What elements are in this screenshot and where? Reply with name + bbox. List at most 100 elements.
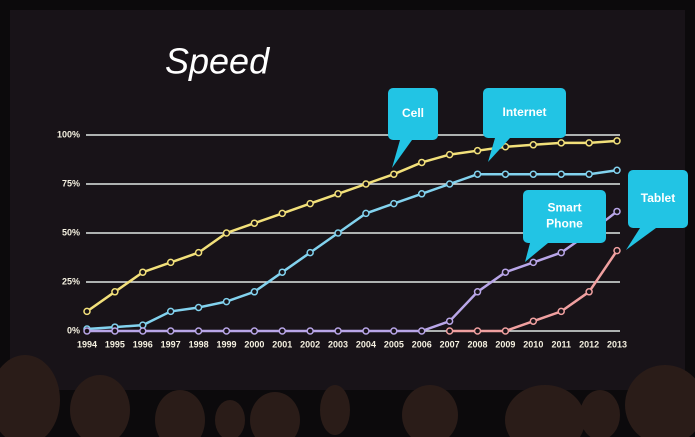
series-line bbox=[86, 139, 618, 313]
data-point bbox=[306, 327, 314, 335]
data-point bbox=[417, 190, 426, 198]
callout-box bbox=[388, 88, 438, 140]
data-point bbox=[111, 288, 119, 296]
data-point bbox=[529, 141, 538, 149]
x-tick-label: 1999 bbox=[216, 339, 236, 349]
data-point bbox=[557, 307, 565, 316]
data-point bbox=[222, 327, 231, 335]
series-line bbox=[87, 210, 618, 333]
data-point bbox=[362, 180, 370, 188]
x-tick-label: 1995 bbox=[105, 339, 125, 349]
data-point bbox=[306, 248, 314, 257]
data-point bbox=[529, 317, 538, 325]
series-line bbox=[86, 169, 618, 331]
data-point bbox=[445, 150, 454, 159]
data-point bbox=[250, 288, 259, 296]
data-point bbox=[445, 317, 454, 325]
data-point bbox=[613, 207, 621, 216]
chart-title: Speed bbox=[165, 41, 270, 82]
data-point bbox=[362, 327, 370, 335]
data-point bbox=[445, 180, 454, 188]
x-tick-label: 2002 bbox=[300, 339, 320, 349]
x-tick-label: 2012 bbox=[579, 339, 599, 349]
data-point bbox=[585, 170, 593, 178]
data-point bbox=[529, 258, 538, 267]
data-point bbox=[473, 146, 482, 155]
data-point bbox=[222, 297, 231, 306]
y-tick-label: 50% bbox=[62, 227, 80, 237]
data-point bbox=[585, 139, 593, 147]
x-tick-label: 2013 bbox=[607, 339, 627, 349]
data-point bbox=[501, 170, 510, 178]
data-point bbox=[83, 307, 91, 316]
callout-tip bbox=[392, 140, 412, 168]
data-point bbox=[222, 229, 231, 237]
data-point bbox=[139, 321, 147, 329]
data-point bbox=[445, 327, 454, 335]
legend-label: Cell bbox=[402, 106, 424, 120]
data-point bbox=[529, 170, 538, 178]
data-point bbox=[501, 327, 510, 335]
legend-label: Internet bbox=[502, 105, 546, 119]
data-point bbox=[139, 327, 147, 335]
legend-callout: Tablet bbox=[626, 170, 688, 250]
data-point bbox=[334, 229, 342, 237]
callout-box bbox=[628, 170, 688, 228]
data-point bbox=[417, 327, 426, 335]
data-point bbox=[83, 327, 91, 335]
data-point bbox=[557, 139, 565, 147]
callout-box bbox=[483, 88, 566, 138]
data-point bbox=[250, 327, 259, 335]
data-point bbox=[585, 288, 593, 296]
x-tick-label: 2004 bbox=[356, 339, 376, 349]
data-point bbox=[194, 303, 203, 312]
x-tick-label: 2007 bbox=[440, 339, 460, 349]
data-point bbox=[473, 327, 482, 335]
legend-callout: Internet bbox=[483, 88, 566, 162]
data-point bbox=[557, 170, 565, 178]
y-tick-label: 0% bbox=[67, 325, 80, 335]
y-tick-label: 100% bbox=[57, 129, 80, 139]
callout-tip bbox=[626, 228, 656, 250]
x-tick-label: 2010 bbox=[523, 339, 543, 349]
data-point bbox=[306, 199, 314, 208]
y-tick-label: 75% bbox=[62, 178, 80, 188]
data-point bbox=[278, 327, 287, 335]
data-point bbox=[501, 143, 510, 151]
data-point bbox=[557, 248, 565, 257]
legend-callout: Cell bbox=[388, 88, 438, 168]
data-point bbox=[613, 246, 621, 255]
legend-label: Smart Phone bbox=[546, 201, 583, 231]
callout-tip bbox=[488, 138, 510, 162]
x-tick-label: 1994 bbox=[77, 339, 97, 349]
data-point bbox=[250, 219, 259, 227]
x-tick-label: 2001 bbox=[272, 339, 292, 349]
data-point bbox=[613, 137, 621, 145]
x-tick-label: 1996 bbox=[133, 339, 153, 349]
data-point bbox=[417, 158, 426, 167]
data-point bbox=[278, 209, 287, 218]
legend-callout: Smart Phone bbox=[523, 190, 606, 262]
data-point bbox=[334, 190, 342, 198]
data-point bbox=[501, 268, 510, 276]
callout-box bbox=[523, 190, 606, 243]
legend-label: Tablet bbox=[641, 191, 675, 205]
data-point bbox=[473, 170, 482, 178]
data-point bbox=[473, 288, 482, 296]
data-point bbox=[139, 268, 147, 276]
data-point bbox=[166, 327, 175, 335]
data-point bbox=[390, 170, 398, 178]
x-tick-label: 2009 bbox=[495, 339, 515, 349]
data-point bbox=[390, 327, 398, 335]
data-point bbox=[111, 327, 119, 335]
data-point bbox=[166, 307, 175, 316]
data-point bbox=[194, 327, 203, 335]
data-point bbox=[362, 209, 370, 218]
y-tick-label: 25% bbox=[62, 276, 80, 286]
data-point bbox=[166, 258, 175, 267]
data-point bbox=[194, 248, 203, 257]
data-point bbox=[390, 199, 398, 208]
x-tick-label: 2006 bbox=[412, 339, 432, 349]
